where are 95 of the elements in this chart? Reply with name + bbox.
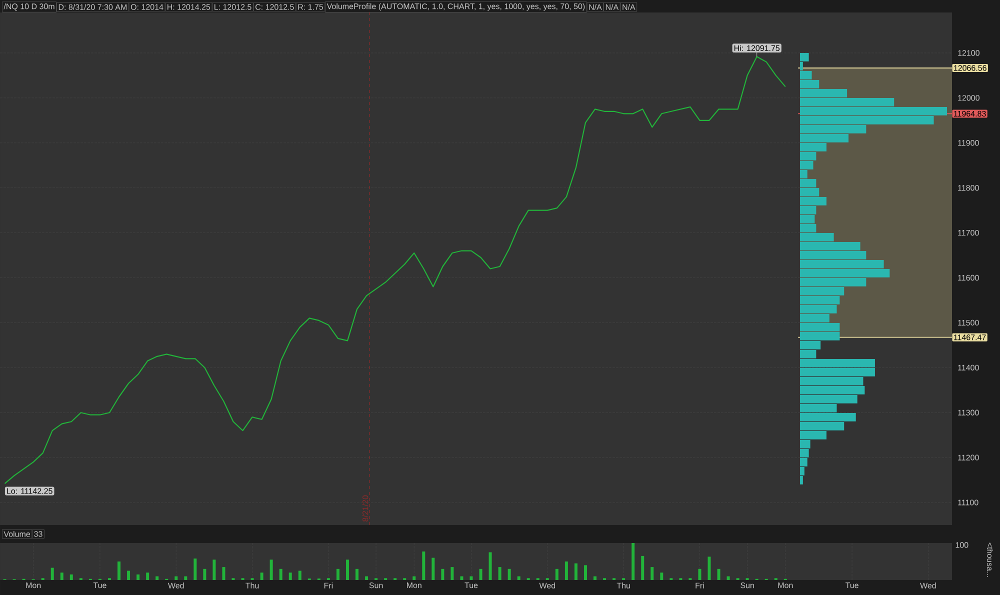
bar (698, 568, 702, 580)
annotation: Hi: 12091.75 (734, 45, 780, 51)
text: O: 12014 (130, 4, 164, 10)
bar (270, 560, 273, 580)
bar (184, 576, 188, 580)
text: 33 (34, 531, 42, 537)
text: N/A (622, 4, 636, 10)
bar (298, 570, 302, 580)
y-axis-title: <thousa... (987, 542, 993, 577)
bar (641, 556, 644, 580)
x-tick-label: Mon (407, 582, 422, 588)
text: N/A (589, 4, 602, 10)
bar (422, 552, 426, 580)
y-tick-label: 11700 (958, 230, 979, 236)
bar (479, 568, 482, 580)
x-tick-label: Wed (539, 582, 556, 588)
bar (650, 567, 654, 580)
bar (441, 568, 444, 580)
x-tick-label: Wed (920, 582, 936, 588)
text: C: 12012.5 (255, 4, 294, 10)
y-tick-label: 11100 (958, 500, 978, 506)
bar (146, 572, 150, 580)
x-tick-label: Thu (246, 582, 259, 588)
bar (517, 576, 520, 580)
bar (564, 562, 568, 580)
bar (660, 572, 664, 580)
bar (212, 560, 216, 580)
x-tick-label: Mon (778, 582, 793, 588)
bar (412, 576, 416, 580)
ref-line-label: 12066.56 (954, 65, 986, 71)
bar (136, 574, 140, 580)
x-tick-label: Fri (696, 582, 704, 588)
x-tick-label: Tue (845, 582, 858, 588)
annotation: 8/21/20 (362, 495, 368, 522)
bar (726, 576, 730, 580)
text: R: 1.75 (298, 4, 324, 10)
text: L: 12012.5 (214, 4, 252, 10)
text: 100 (956, 542, 968, 548)
bar (118, 562, 121, 580)
x-tick-label: Tue (93, 582, 106, 588)
bar (222, 567, 226, 580)
bar (574, 563, 578, 580)
x-tick-label: Sun (369, 582, 383, 588)
bar (432, 558, 435, 580)
y-tick-label: 11400 (958, 364, 979, 370)
text: D: 8/31/20 7:30 AM (58, 4, 126, 10)
bar (632, 543, 635, 580)
bar (50, 568, 54, 580)
ref-line-label: 11964.83 (954, 110, 986, 117)
bar (356, 568, 359, 580)
bar (127, 570, 130, 580)
bar (488, 552, 492, 580)
y-tick-label: 11300 (958, 410, 979, 416)
bar (288, 572, 292, 580)
bar (260, 572, 264, 580)
bar (70, 574, 73, 580)
ref-line-label: 11467.47 (954, 334, 986, 340)
bar (708, 556, 711, 580)
bar (365, 576, 368, 580)
bar (450, 567, 454, 580)
annotation: Lo: 11142.25 (7, 488, 52, 494)
y-tick-label: 11200 (958, 454, 979, 460)
x-tick-label: Thu (616, 582, 630, 588)
bar (156, 576, 159, 580)
bar (203, 568, 206, 580)
y-tick-label: 11600 (958, 274, 979, 281)
y-tick-label: 11800 (958, 185, 979, 191)
y-tick-label: 11500 (958, 320, 979, 326)
chart-title: Volume (4, 531, 30, 537)
x-tick-label: Fri (324, 582, 333, 588)
bar (346, 560, 349, 580)
x-tick-label: Mon (26, 582, 41, 588)
y-tick-label: 11900 (958, 140, 979, 146)
bar (470, 576, 473, 580)
bar (508, 568, 511, 580)
text: N/A (606, 4, 619, 10)
bar (555, 568, 558, 580)
bar (584, 565, 587, 580)
bar (498, 567, 502, 580)
x-tick-label: Wed (168, 582, 184, 588)
bar (60, 572, 64, 580)
y-tick-label: 12000 (958, 95, 980, 101)
text: /NQ 10 D 30m (4, 3, 54, 11)
bar (336, 568, 340, 580)
bar (194, 558, 197, 580)
x-tick-label: Sun (740, 582, 754, 588)
text: H: 12014.25 (168, 4, 210, 10)
bar (279, 568, 282, 580)
bar (594, 576, 597, 580)
bar (460, 576, 464, 580)
bar (174, 576, 178, 580)
text: VolumeProfile (AUTOMATIC, 1.0, CHART, 1, yes, 1000, yes, yes, 70, 50) (326, 3, 585, 11)
x-tick-label: Tue (464, 582, 478, 588)
bar (717, 568, 720, 580)
y-tick-label: 12100 (958, 50, 980, 56)
